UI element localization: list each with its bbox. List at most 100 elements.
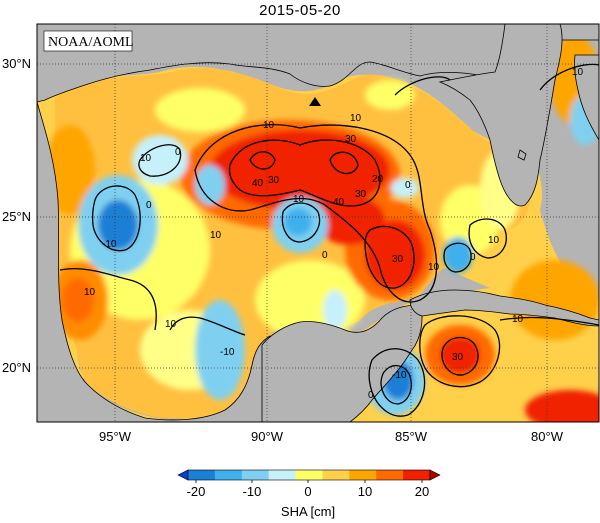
contour-label: 0 [146, 200, 152, 211]
lon-label: 80°W [531, 429, 564, 444]
contour-label: 10 [572, 67, 584, 78]
colorbar-segment [295, 470, 323, 480]
contour-ne-10 [539, 63, 599, 91]
contour-label: 0 [175, 147, 181, 158]
anomaly-pos-loop-core [365, 220, 425, 290]
anomaly-pos-se [525, 390, 599, 422]
coastline [37, 24, 599, 422]
contour-ring-40a [249, 151, 276, 170]
map-title: 2015-05-20 [259, 2, 341, 19]
contour-label: 0 [322, 250, 328, 261]
contour-east-10 [468, 218, 507, 259]
contour-label: 30 [392, 254, 404, 265]
contour-label: -10 [220, 347, 235, 358]
contour-neg-west [91, 185, 141, 252]
colorbar-tick: 10 [358, 484, 372, 499]
lon-label: 95°W [99, 429, 132, 444]
contour-labels: 10 10 10 0 0 -10 10 30 30 40 40 20 10 0 … [84, 67, 584, 401]
colorbar-border [187, 469, 431, 481]
colorbar-tick: 20 [415, 484, 429, 499]
contour-label: 40 [333, 197, 345, 208]
contour-lines [59, 63, 599, 417]
contour-neg-central [281, 202, 321, 243]
contour-carib-10 [419, 315, 501, 388]
colorbar-high-arrow [429, 469, 441, 481]
mexico-west [37, 101, 276, 422]
colorbar-tick: -10 [243, 484, 262, 499]
contour-yucatan-0 [368, 348, 426, 417]
contour-label: 0 [470, 252, 476, 263]
contour-zero-nw [138, 144, 182, 177]
anomaly-neg-straits [443, 237, 473, 273]
colorbar-segment [268, 470, 297, 480]
florida-peninsula [438, 24, 563, 207]
colorbar-segment [403, 470, 431, 480]
anomaly-zero-north [155, 88, 245, 132]
island-small-1 [517, 149, 527, 161]
anomaly-zero-ne [365, 80, 415, 110]
colorbar-segment [349, 470, 377, 480]
yucatan-peninsula [261, 304, 423, 422]
gridlines [37, 24, 599, 422]
contour-label: -10 [102, 239, 117, 250]
contour-label: 10 [293, 194, 305, 205]
anomaly-neg-small [195, 165, 225, 205]
contour-n-10 [394, 76, 451, 96]
contour-label: 10 [84, 287, 96, 298]
anomaly-neg-central-core [284, 208, 312, 236]
anomaly-neg-ne-gulf [132, 135, 188, 185]
lat-label: 25°N [2, 209, 31, 224]
colorbar-segment [322, 470, 350, 480]
anomaly-neg-fl [391, 178, 419, 198]
contour-label: 10 [428, 262, 440, 273]
station-marker-icon [309, 97, 321, 106]
contour-loop-30 [364, 225, 415, 289]
contour-ring-30 [228, 139, 381, 207]
contour-label: -10 [392, 370, 407, 381]
contour-carib-30 [441, 336, 479, 376]
anomaly-neg-campeche [323, 290, 347, 330]
contour-ring-10 [194, 124, 438, 303]
colorbar-label: SHA [cm] [281, 504, 335, 519]
bahamas [574, 54, 599, 141]
contour-se-10 [499, 316, 599, 326]
lon-label: 85°W [395, 429, 428, 444]
cuba [409, 289, 599, 327]
contour-south-10 [169, 316, 246, 336]
colorbar-segment [241, 470, 270, 480]
lon-label: 90°W [251, 429, 284, 444]
map-frame [36, 23, 600, 423]
colorbar-segment [376, 470, 404, 480]
anomaly-pos-nw-core [62, 278, 94, 322]
lat-label: 20°N [2, 360, 31, 375]
contour-label: 30 [355, 189, 367, 200]
contour-label: 0 [405, 180, 411, 191]
colorbar-segment [214, 470, 243, 480]
colorbar-low-arrow [177, 469, 189, 481]
contour-label: 10 [210, 230, 222, 241]
anomaly-pos-ring-core [210, 130, 390, 210]
contour-label: 10 [512, 314, 524, 325]
contour-label: 10 [165, 319, 177, 330]
contour-label: 10 [488, 235, 500, 246]
contour-sw-10 [59, 268, 157, 331]
contour-label: 30 [345, 134, 357, 145]
anomaly-pos-caribbean-core [440, 337, 480, 373]
contour-label: 10 [263, 120, 275, 131]
contour-label: 40 [252, 178, 264, 189]
contour-label: 0 [368, 390, 374, 401]
contour-straits-0 [443, 242, 472, 273]
contour-label: 30 [268, 175, 280, 186]
contour-label: 20 [372, 174, 384, 185]
credit-box [43, 30, 133, 52]
lat-label: 30°N [2, 56, 31, 71]
anomaly-neg-west-core [98, 200, 138, 250]
contour-ring-40b [329, 151, 359, 175]
contour-label: 30 [452, 352, 464, 363]
contour-label: 10 [350, 113, 362, 124]
contour-label: 10 [140, 153, 152, 164]
colorbar-tick: -20 [187, 484, 206, 499]
credit-label: NOAA/AOML [48, 35, 134, 50]
colorbar [177, 469, 441, 483]
